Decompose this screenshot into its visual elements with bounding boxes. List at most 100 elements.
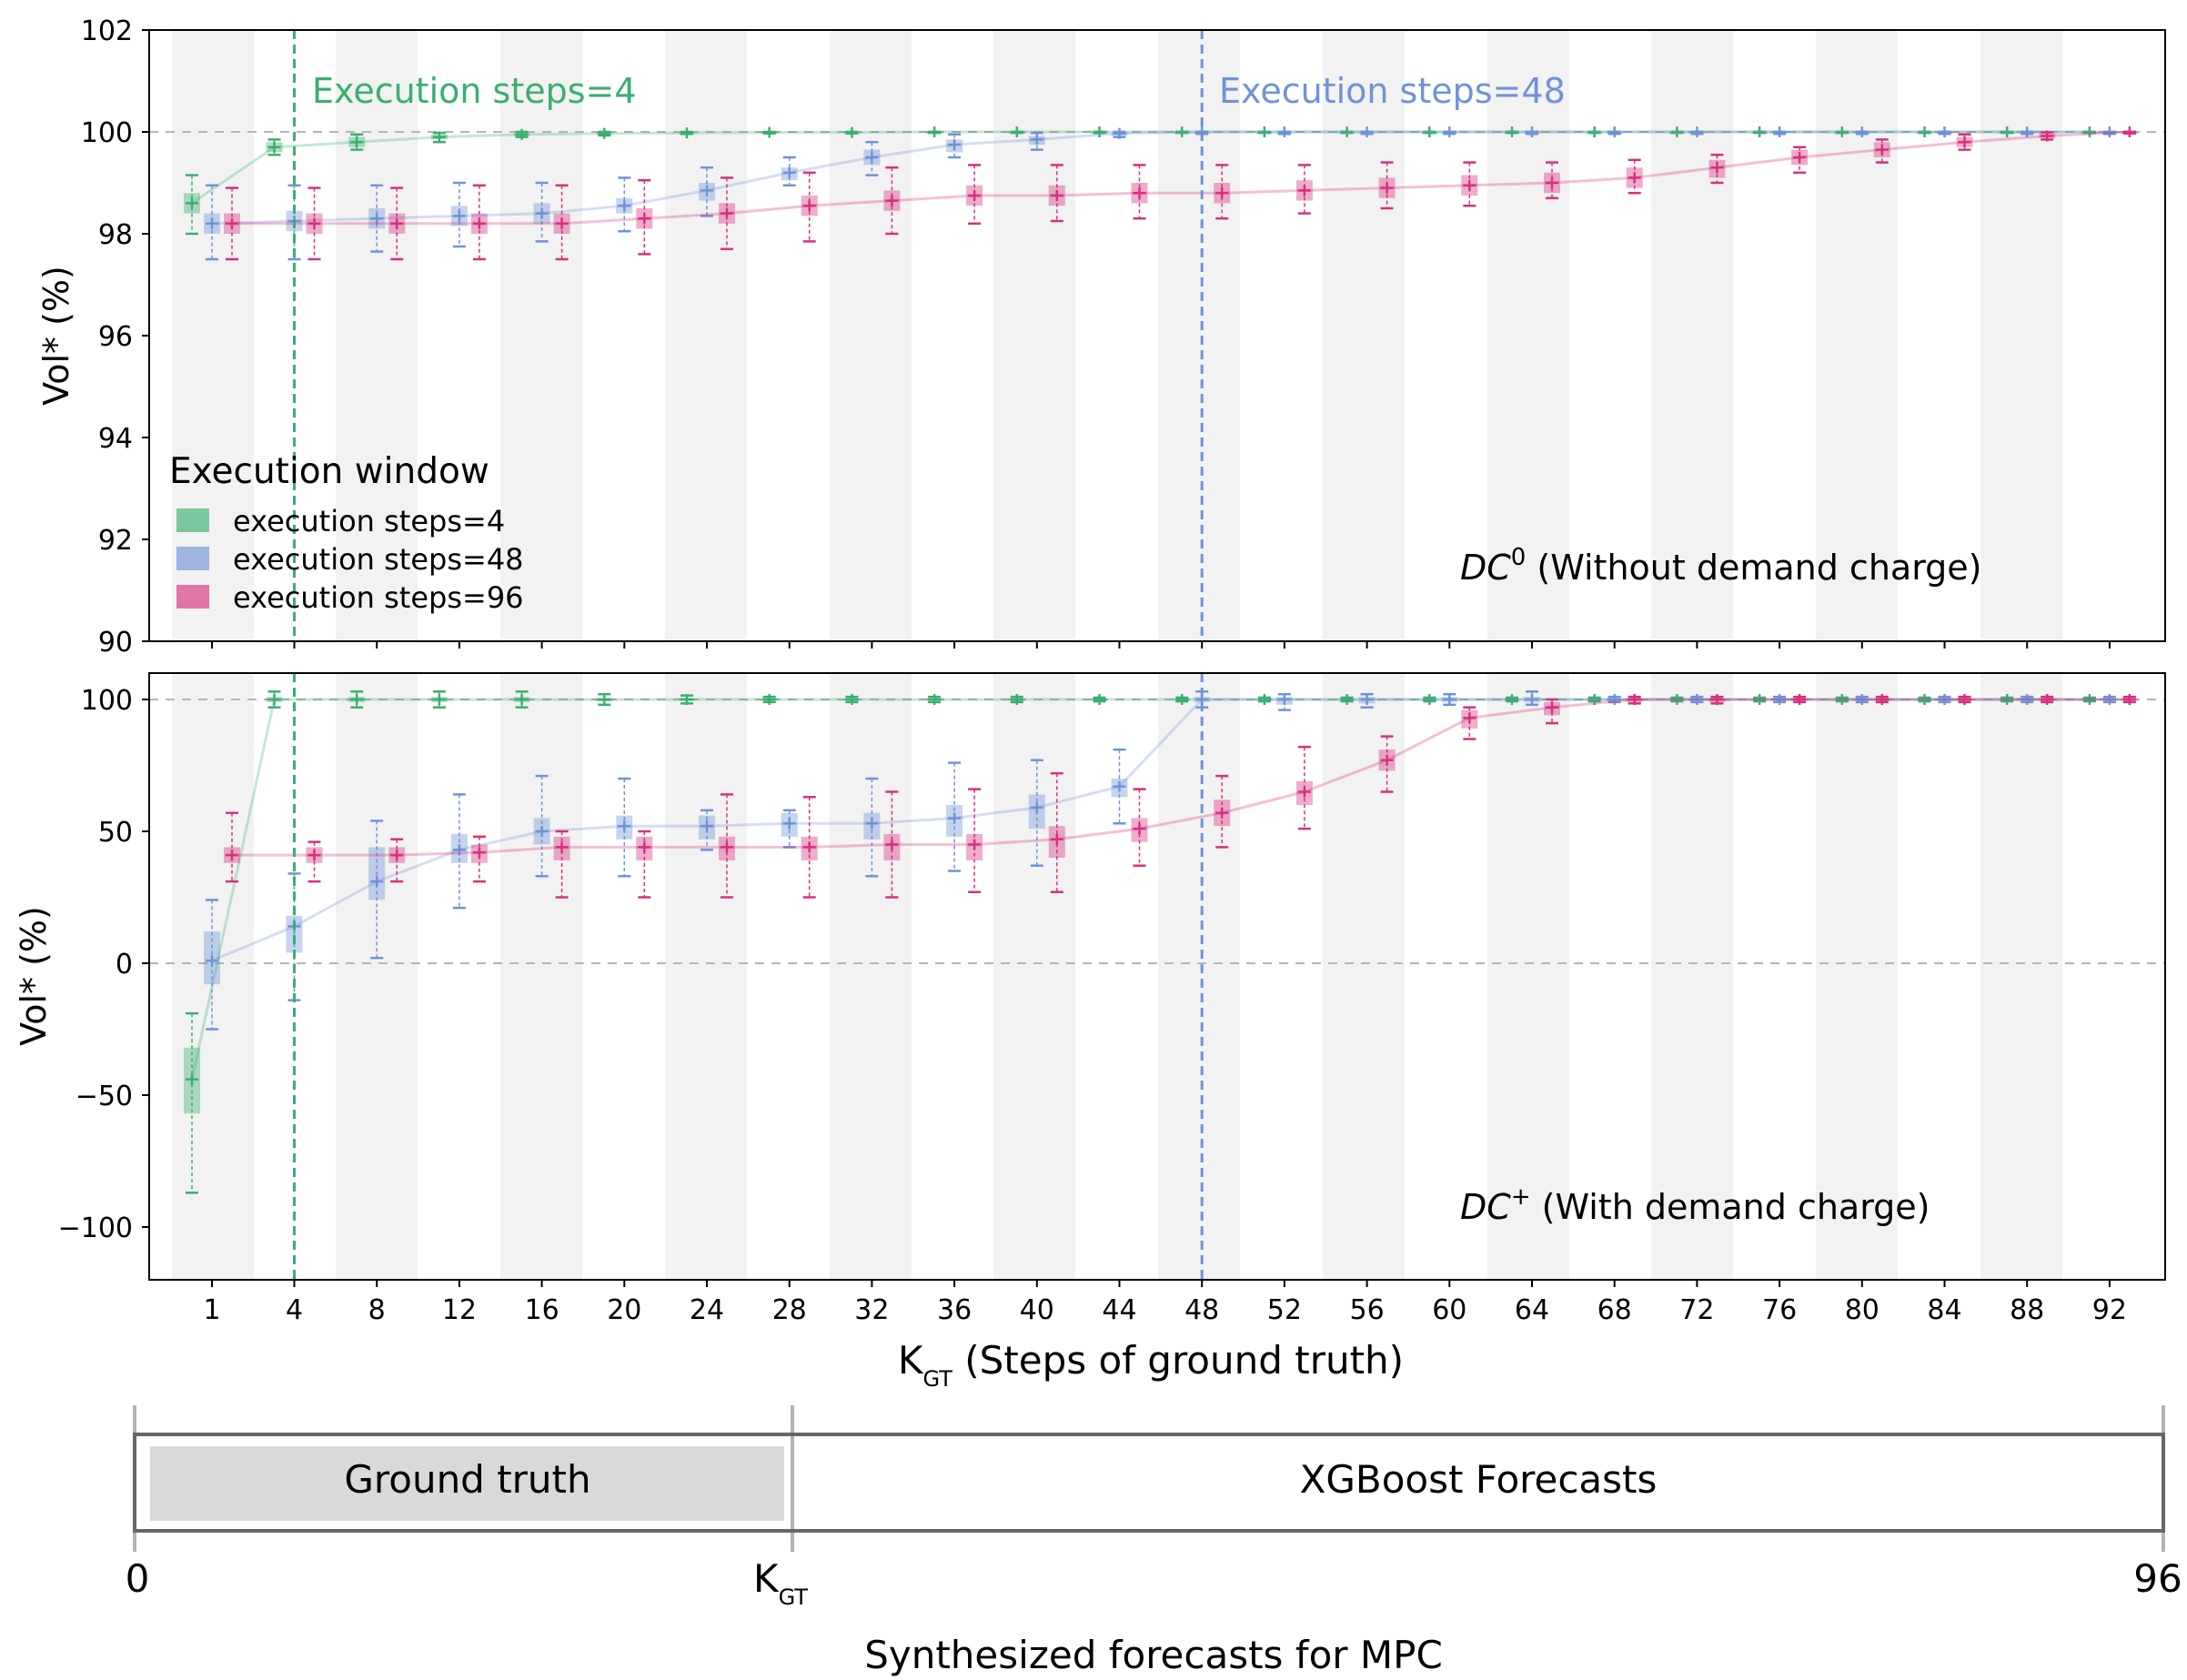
background-band — [1323, 30, 1405, 641]
box-plot — [204, 184, 220, 261]
box-plot — [1916, 694, 1933, 705]
x-tick-label: 76 — [1762, 1294, 1797, 1326]
box-plot — [388, 838, 406, 883]
background-bands — [172, 673, 2062, 1280]
box-plot — [266, 690, 283, 709]
box-plot — [1048, 164, 1065, 223]
box-plot — [184, 1011, 200, 1194]
box-plot — [616, 777, 633, 878]
box-plot — [883, 790, 901, 899]
box-plot — [430, 131, 448, 144]
box-plot — [430, 690, 448, 709]
box-plot — [1214, 164, 1231, 220]
box-plot — [1873, 694, 1890, 705]
y-axis-label: Vol* (%) — [14, 906, 54, 1046]
box-plot — [1936, 694, 1953, 705]
box-plot — [1131, 788, 1148, 867]
y-tick-label: 96 — [98, 321, 133, 353]
x-axis-label-sub: GT — [922, 1366, 952, 1392]
box-plot — [1131, 164, 1148, 220]
box-plot — [1174, 694, 1191, 705]
ground-truth-block — [150, 1446, 784, 1521]
y-tick-label: 98 — [98, 219, 133, 251]
box-plot — [596, 692, 613, 707]
ground-truth-label: Ground truth — [344, 1457, 590, 1502]
y-tick-label: 92 — [98, 525, 133, 557]
box-plot — [926, 694, 943, 705]
box-plot — [2019, 694, 2036, 705]
box-plot — [1708, 694, 1726, 705]
background-band — [665, 30, 747, 641]
box-plot — [1421, 694, 1438, 705]
median-line — [232, 130, 2130, 226]
x-tick-label: 68 — [1597, 1294, 1632, 1326]
x-axis-label-rest: (Steps of ground truth) — [952, 1338, 1404, 1383]
x-tick-label: 40 — [1020, 1294, 1054, 1326]
box-plot — [2081, 126, 2098, 137]
box-plot — [368, 184, 386, 253]
box-plot — [1999, 126, 2016, 137]
background-band — [830, 673, 912, 1280]
box-plot — [781, 156, 798, 187]
box-plot — [1008, 126, 1025, 137]
legend-swatch-green — [176, 508, 209, 532]
box-plot — [1956, 133, 1973, 151]
box-plot — [348, 690, 366, 709]
box-plot — [2101, 694, 2118, 705]
x-tick-label: 8 — [368, 1294, 386, 1326]
y-axis-label: Vol* (%) — [36, 266, 76, 406]
box-plot — [1255, 694, 1273, 705]
x-tick-label: 56 — [1350, 1294, 1385, 1326]
box-plot — [843, 126, 861, 138]
y-tick-label: 0 — [116, 949, 133, 981]
median-line — [190, 698, 2090, 1080]
schematic-caption: Synthesized forecasts for MPC — [864, 1633, 1443, 1677]
panel-annotation: DC+ (With demand charge) — [1460, 1183, 1930, 1227]
forecast-schematic: Ground truth XGBoost Forecasts 0 KGT 96 … — [126, 1405, 2182, 1677]
x-tick-label: 16 — [525, 1294, 559, 1326]
x-tick-label: 24 — [690, 1294, 724, 1326]
background-band — [1158, 673, 1240, 1280]
vline-label-steps-48: Execution steps=48 — [1219, 71, 1566, 111]
box-plot — [306, 840, 323, 883]
x-tick-label: 80 — [1845, 1294, 1880, 1326]
box-plot — [1358, 126, 1376, 137]
box-plot — [184, 174, 200, 236]
execution-vlines — [293, 30, 1204, 641]
box-plot — [1111, 127, 1128, 139]
box-plot — [1708, 153, 1726, 185]
box-plot — [1295, 745, 1313, 830]
box-plot — [1295, 164, 1313, 215]
schematic-tick-label-start: 0 — [126, 1556, 150, 1601]
x-axis-ticks: 1 4 8 12 16 20 24 28 32 36 40 44 48 52 56 60 64 68 72 76 80 8… — [203, 1280, 2127, 1326]
box-plot — [1544, 161, 1560, 200]
box-plot — [1626, 694, 1643, 705]
y-tick-label: 90 — [98, 627, 133, 659]
annotation-sup: + — [1511, 1183, 1531, 1211]
box-plot — [1441, 126, 1458, 137]
box-plot — [2019, 126, 2036, 137]
box-plot — [863, 140, 881, 176]
box-plot — [1174, 126, 1191, 137]
box-plot — [1626, 158, 1643, 195]
box-plot — [1853, 694, 1870, 705]
box-plot — [1791, 146, 1809, 175]
box-plot — [348, 133, 366, 151]
box-plot — [1999, 694, 2016, 705]
x-tick-label: 44 — [1102, 1294, 1136, 1326]
plot-frame — [148, 672, 2166, 1281]
x-axis-label: KGT (Steps of ground truth) — [898, 1338, 1404, 1392]
box-plot — [470, 184, 488, 261]
box-plot — [513, 128, 530, 140]
x-tick-label: 88 — [2010, 1294, 2044, 1326]
box-plot — [2121, 126, 2138, 137]
y-tick-label: 50 — [98, 817, 133, 849]
box-plot — [368, 820, 386, 960]
y-tick-label: −100 — [58, 1212, 133, 1244]
box-plot — [719, 176, 735, 251]
box-plot — [781, 809, 798, 849]
box-plot — [224, 186, 240, 261]
box-plot — [1586, 126, 1603, 137]
box-plot — [388, 186, 406, 261]
box-plot — [1275, 692, 1293, 711]
